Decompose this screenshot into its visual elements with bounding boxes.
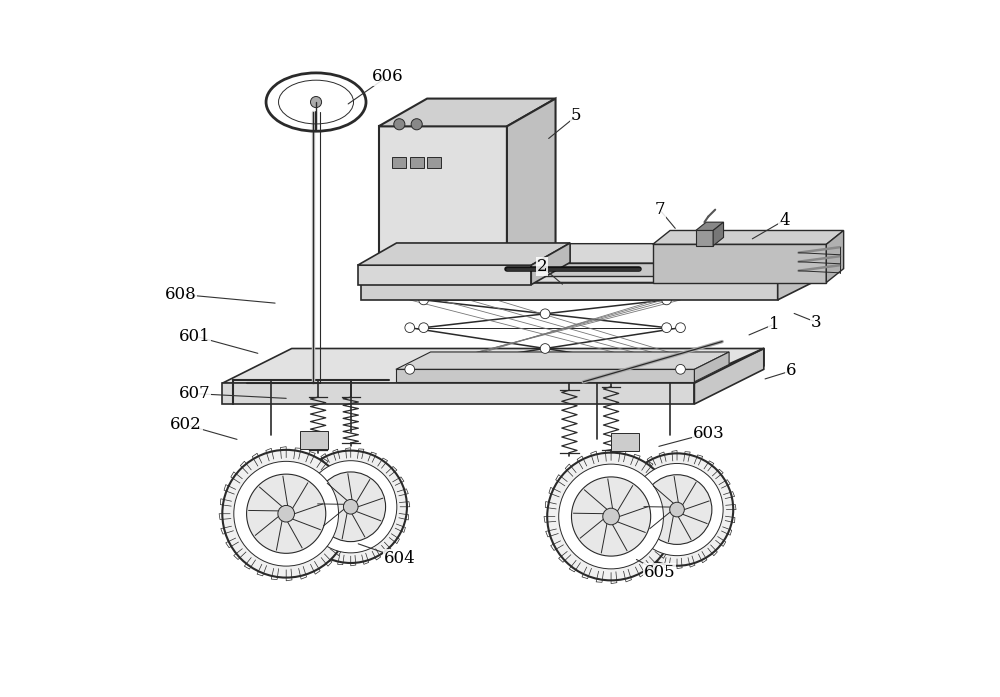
Polygon shape [792, 244, 830, 275]
Text: 607: 607 [179, 385, 210, 402]
Circle shape [642, 475, 712, 544]
Circle shape [247, 474, 326, 553]
Polygon shape [507, 98, 556, 279]
Polygon shape [361, 255, 833, 282]
Polygon shape [826, 231, 844, 282]
Polygon shape [379, 126, 507, 279]
Circle shape [411, 118, 422, 130]
Polygon shape [713, 222, 724, 246]
Circle shape [540, 344, 550, 353]
Circle shape [547, 452, 675, 581]
Text: 608: 608 [165, 286, 197, 303]
Circle shape [310, 96, 322, 107]
Circle shape [419, 295, 428, 305]
Polygon shape [696, 222, 724, 231]
Circle shape [540, 309, 550, 319]
Bar [300, 431, 328, 449]
Circle shape [662, 295, 671, 305]
Circle shape [394, 118, 405, 130]
Circle shape [621, 453, 733, 566]
Circle shape [603, 508, 619, 525]
Bar [410, 157, 424, 168]
Polygon shape [465, 263, 792, 275]
Circle shape [676, 323, 685, 332]
Text: 2: 2 [536, 258, 547, 275]
Polygon shape [653, 231, 844, 245]
Circle shape [571, 477, 651, 556]
Text: 3: 3 [811, 314, 821, 330]
Polygon shape [379, 98, 556, 126]
Circle shape [405, 365, 415, 374]
Polygon shape [694, 348, 764, 404]
Text: 7: 7 [654, 201, 665, 218]
Bar [392, 157, 406, 168]
Text: 1: 1 [769, 316, 780, 332]
Polygon shape [531, 243, 570, 284]
Text: 605: 605 [644, 564, 675, 581]
Polygon shape [222, 383, 694, 404]
Polygon shape [778, 255, 833, 300]
Text: 601: 601 [179, 328, 210, 344]
Polygon shape [396, 352, 729, 369]
Circle shape [670, 503, 684, 517]
Circle shape [316, 472, 386, 542]
Circle shape [222, 450, 350, 578]
Polygon shape [696, 231, 713, 246]
Circle shape [295, 450, 407, 563]
Text: 604: 604 [383, 550, 415, 567]
Circle shape [343, 500, 358, 514]
Polygon shape [361, 282, 778, 300]
Circle shape [631, 464, 723, 556]
Text: 5: 5 [571, 107, 582, 125]
Polygon shape [358, 243, 570, 265]
Circle shape [676, 365, 685, 374]
Bar [427, 157, 441, 168]
Circle shape [305, 461, 397, 553]
Polygon shape [396, 369, 694, 382]
Text: 603: 603 [692, 424, 724, 442]
Circle shape [419, 323, 428, 332]
Polygon shape [694, 352, 729, 382]
Text: 6: 6 [786, 362, 797, 379]
Polygon shape [465, 244, 830, 263]
Text: 602: 602 [170, 416, 202, 434]
Circle shape [405, 323, 415, 332]
Polygon shape [358, 265, 531, 284]
Circle shape [278, 505, 294, 522]
Text: 606: 606 [372, 68, 403, 85]
Polygon shape [222, 348, 764, 383]
Polygon shape [653, 245, 826, 282]
Text: 4: 4 [779, 212, 790, 229]
Bar [611, 434, 639, 451]
Circle shape [662, 323, 671, 332]
Circle shape [234, 461, 339, 566]
Circle shape [559, 464, 663, 569]
